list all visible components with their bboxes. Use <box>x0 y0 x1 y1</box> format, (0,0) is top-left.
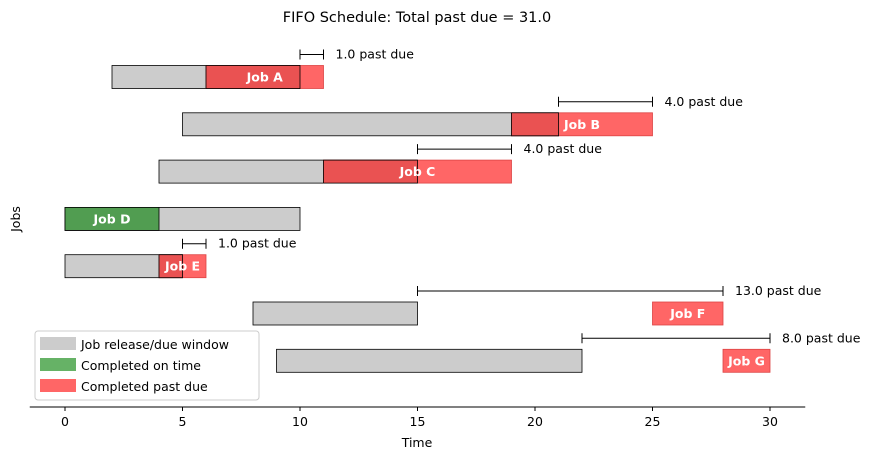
y-axis-label: Jobs <box>8 206 23 233</box>
job-label: Job A <box>246 70 284 85</box>
job-bar-overlap <box>205 65 301 89</box>
job-label: Job F <box>669 306 705 321</box>
job-row: Job A 1.0 past due <box>111 47 415 89</box>
legend-entry: Job release/due window <box>80 337 229 352</box>
job-label: Job C <box>399 164 436 179</box>
x-axis-label: Time <box>401 435 433 450</box>
legend-swatch <box>40 337 76 350</box>
x-tick-label: 20 <box>527 414 543 429</box>
window-bar <box>276 348 583 373</box>
x-tick-label: 30 <box>762 414 778 429</box>
job-label: Job G <box>727 353 765 368</box>
chart-title: FIFO Schedule: Total past due = 31.0 <box>283 10 551 26</box>
job-row: Job E 1.0 past due <box>64 236 297 279</box>
past-due-annotation: 1.0 past due <box>336 47 415 62</box>
job-label: Job B <box>563 117 600 132</box>
job-label: Job D <box>93 211 131 226</box>
past-due-annotation: 4.0 past due <box>665 94 744 109</box>
past-due-annotation: 4.0 past due <box>524 141 603 156</box>
plot-area: Job A 1.0 past due Job B 4.0 past due Job C 4… <box>64 47 861 373</box>
past-due-annotation: 1.0 past due <box>218 236 297 251</box>
legend-swatch <box>40 358 76 371</box>
x-tick-label: 0 <box>61 414 69 429</box>
past-due-annotation: 8.0 past due <box>782 330 861 345</box>
x-tick-label: 10 <box>292 414 308 429</box>
job-row: Job F 13.0 past due <box>252 283 822 326</box>
job-row: Job B 4.0 past due <box>182 94 744 137</box>
job-bar <box>652 301 724 326</box>
x-tick-label: 15 <box>410 414 426 429</box>
x-axis: 0 5 10 15 20 25 30 <box>29 406 806 429</box>
job-label: Job E <box>164 259 200 274</box>
job-bar <box>722 348 771 373</box>
job-bar <box>64 206 160 231</box>
past-due-annotation: 13.0 past due <box>735 283 822 298</box>
job-row: Job C 4.0 past due <box>158 141 603 184</box>
window-bar <box>252 301 418 326</box>
job-row: Job G 8.0 past due <box>276 330 861 373</box>
legend: Job release/due window Completed on time C… <box>34 330 260 401</box>
legend-frame <box>34 330 260 401</box>
job-row: Job D <box>64 206 301 231</box>
legend-entry: Completed on time <box>81 358 201 373</box>
job-bar-overlap <box>323 159 418 184</box>
x-tick-label: 5 <box>179 414 187 429</box>
x-tick-label: 25 <box>645 414 661 429</box>
job-bar-overlap <box>158 254 183 279</box>
window-bar <box>182 112 559 137</box>
legend-swatch <box>40 379 76 392</box>
legend-entry: Completed past due <box>81 379 208 394</box>
job-bar-overlap <box>511 112 559 137</box>
